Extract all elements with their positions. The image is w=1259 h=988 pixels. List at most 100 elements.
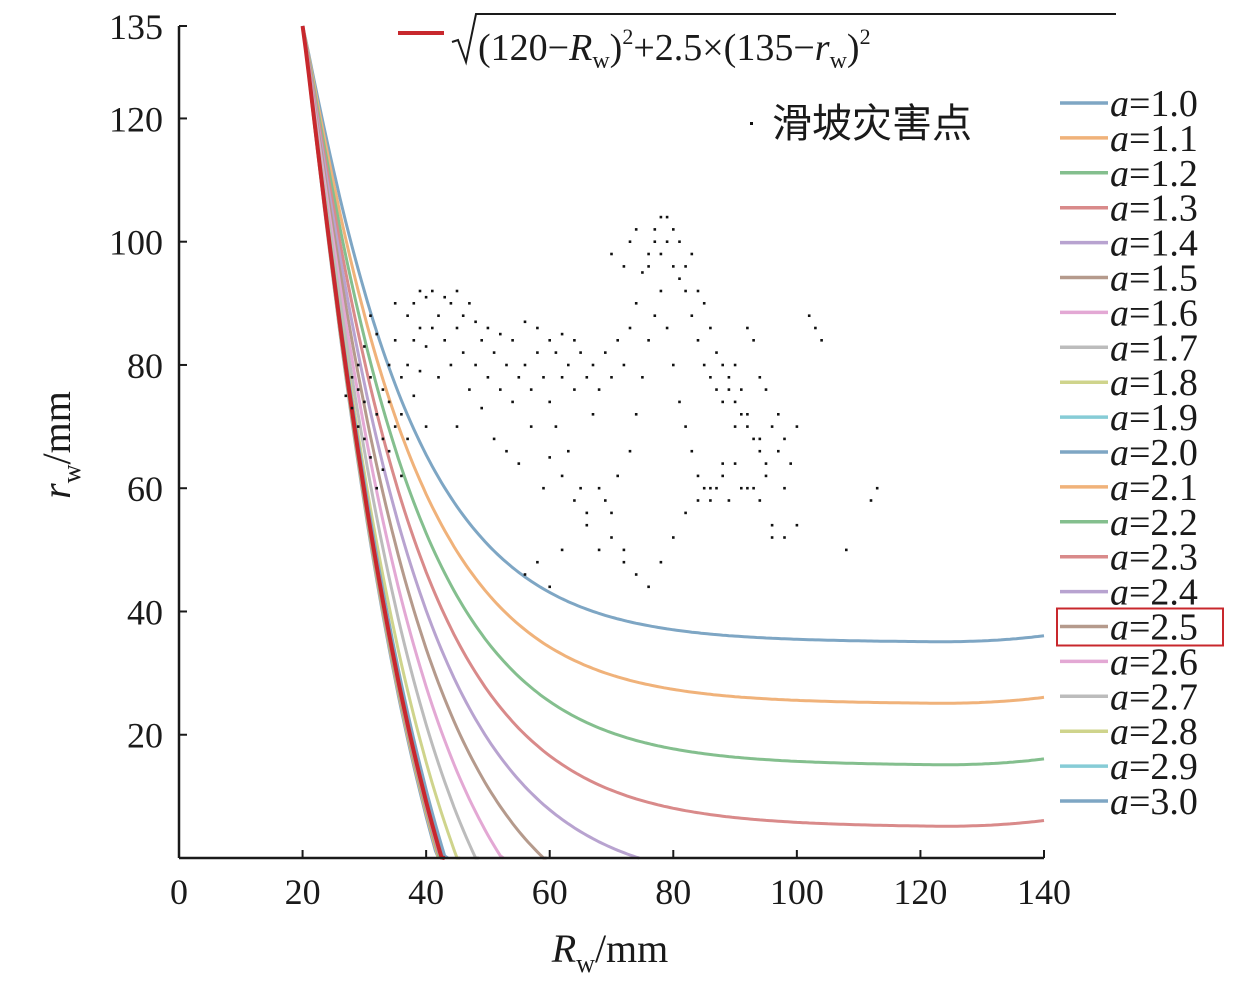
scatter-point <box>814 326 817 330</box>
legend-label-var: a <box>1110 397 1129 439</box>
scatter-point <box>468 302 471 305</box>
scatter-point <box>622 560 626 564</box>
scatter-point <box>684 289 687 293</box>
formula-part-1: (120− <box>478 27 569 69</box>
scatter-point <box>869 499 873 502</box>
scatter-point <box>350 406 354 410</box>
scatter-point <box>375 486 378 490</box>
scatter-point <box>560 332 564 336</box>
scatter-point <box>573 339 576 342</box>
scatter-point <box>393 339 397 342</box>
series-curve-0 <box>301 25 1045 644</box>
formula-var-R: R <box>568 27 592 69</box>
scatter-point <box>653 240 657 243</box>
scatter-point <box>684 511 687 515</box>
legend-label-value: =2.1 <box>1129 467 1198 509</box>
scatter-point <box>517 376 521 379</box>
legend-label-var: a <box>1110 676 1129 718</box>
legend-label: a=1.4 <box>1110 223 1198 265</box>
scatter-point <box>542 486 545 490</box>
scatter-point <box>480 406 483 410</box>
legend-label-value: =2.4 <box>1129 572 1198 614</box>
legend-label-var: a <box>1110 362 1129 404</box>
scatter-point <box>400 376 403 379</box>
scatter-point <box>740 413 743 416</box>
scatter-point <box>499 388 502 391</box>
legend-label-var: a <box>1110 292 1129 334</box>
scatter-point <box>653 228 657 231</box>
scatter-point <box>554 351 558 354</box>
scatter-point <box>449 302 453 305</box>
scatter-point <box>641 376 644 379</box>
scatter-point <box>560 548 564 552</box>
axes <box>177 25 1045 860</box>
scatter-legend-label: 滑坡灾害点 <box>772 101 972 147</box>
scatter-point <box>777 413 780 416</box>
scatter-point <box>474 320 477 324</box>
legend-label-value: =1.1 <box>1129 118 1198 160</box>
scatter-point <box>431 326 434 330</box>
legend-label-value: =1.0 <box>1129 83 1198 125</box>
legend-label-var: a <box>1110 711 1129 753</box>
scatter-point <box>443 339 446 342</box>
formula-text: (120−Rw)2+2.5×(135−rw)2 <box>478 24 871 74</box>
y-tick-label: 40 <box>127 592 163 632</box>
formula-var-r: r <box>815 27 830 69</box>
series-legend: a=1.0a=1.1a=1.2a=1.3a=1.4a=1.5a=1.6a=1.7… <box>1056 83 1224 823</box>
scatter-point <box>610 511 613 515</box>
scatter-point <box>437 314 440 317</box>
scatter-point <box>560 376 564 379</box>
legend-label-value: =1.7 <box>1129 327 1198 369</box>
scatter-point <box>585 511 589 515</box>
scatter-legend: 滑坡灾害点 <box>750 101 972 147</box>
legend-label-var: a <box>1110 83 1129 125</box>
legend-label-value: =2.6 <box>1129 641 1198 683</box>
scatter-point <box>795 425 799 428</box>
scatter-point <box>616 474 619 478</box>
legend-label-var: a <box>1110 223 1129 265</box>
scatter-point <box>486 326 490 330</box>
scatter-point <box>523 320 527 324</box>
y-tick-label: 100 <box>109 223 163 263</box>
scatter-point <box>659 560 663 564</box>
legend-label: a=2.8 <box>1110 711 1198 753</box>
scatter-point <box>764 388 768 391</box>
scatter-point <box>758 376 762 379</box>
legend-label-value: =2.9 <box>1129 746 1198 788</box>
legend-label-value: =1.8 <box>1129 362 1198 404</box>
y-tick-label: 135 <box>109 7 163 47</box>
scatter-point <box>455 289 459 293</box>
y-axis-title: rw/mm <box>34 391 86 499</box>
scatter-point <box>727 388 731 391</box>
legend-label-var: a <box>1110 607 1129 649</box>
scatter-point <box>400 474 403 478</box>
series-curves <box>300 25 1045 860</box>
scatter-point <box>406 363 409 367</box>
formula-sub-2: w <box>830 48 848 74</box>
scatter-point <box>659 289 663 293</box>
scatter-point <box>505 363 508 367</box>
scatter-point <box>721 462 724 465</box>
formula-legend: (120−Rw)2+2.5×(135−rw)2 <box>398 13 1116 74</box>
series-curve-3 <box>301 25 1045 828</box>
scatter-point <box>672 536 675 539</box>
scatter-point <box>350 376 354 379</box>
scatter-point <box>585 523 589 527</box>
scatter-point <box>536 326 539 330</box>
scatter-point <box>412 394 416 398</box>
legend-label: a=1.3 <box>1110 188 1198 230</box>
scatter-point <box>548 339 551 342</box>
scatter-point <box>733 462 737 465</box>
scatter-point <box>542 376 545 379</box>
scatter-point <box>461 314 465 317</box>
scatter-point <box>696 339 700 342</box>
scatter-point <box>740 486 743 490</box>
legend-label-value: =2.7 <box>1129 676 1198 718</box>
scatter-point <box>746 413 749 416</box>
scatter-point <box>424 295 428 299</box>
legend-label-var: a <box>1110 432 1129 474</box>
y-axis-title-unit: /mm <box>34 391 79 464</box>
legend-label-var: a <box>1110 258 1129 300</box>
scatter-point <box>641 271 644 274</box>
scatter-point <box>715 486 718 490</box>
